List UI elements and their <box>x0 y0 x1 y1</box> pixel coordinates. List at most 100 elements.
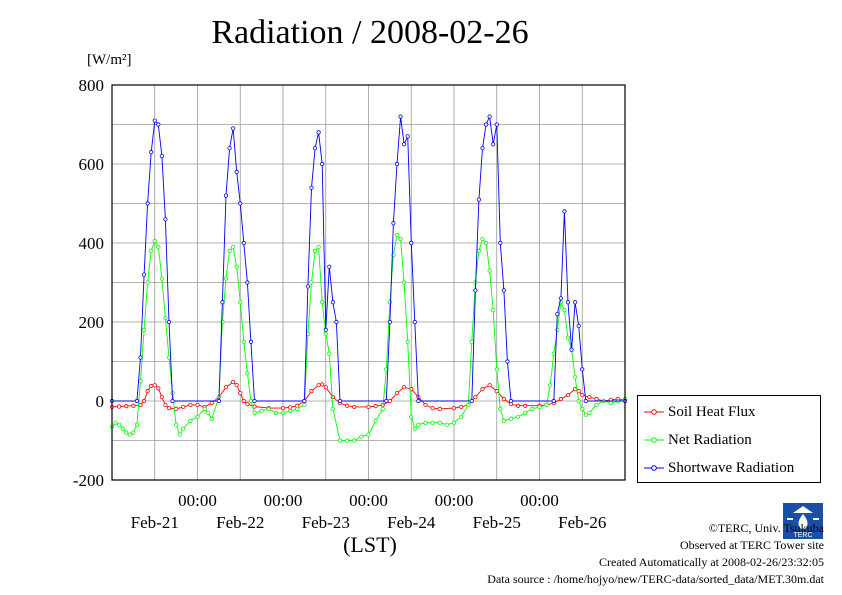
copyright-text: ©TERC, Univ. Tsukuba <box>708 521 824 535</box>
data-point <box>523 403 528 408</box>
data-point <box>181 404 186 410</box>
x-date-label: Feb-26 <box>558 513 606 532</box>
data-point <box>288 405 293 410</box>
data-point <box>394 390 400 396</box>
data-point <box>320 382 325 387</box>
y-tick-label: 0 <box>96 392 105 411</box>
data-point <box>583 398 588 404</box>
data-point <box>159 394 164 400</box>
data-point <box>491 308 496 313</box>
data-point <box>231 379 236 385</box>
data-point <box>202 406 207 411</box>
data-point <box>149 248 154 253</box>
data-point <box>505 359 510 364</box>
data-point <box>451 420 457 425</box>
data-point <box>551 398 556 404</box>
data-point <box>238 390 243 396</box>
legend-swatch-shortwave <box>644 465 664 471</box>
data-point <box>312 146 318 151</box>
x-date-label: Feb-21 <box>131 513 179 532</box>
data-point <box>159 276 164 281</box>
legend-item-soil-heat-flux: Soil Heat Flux <box>638 399 820 425</box>
data-point <box>544 402 549 408</box>
data-point <box>288 408 293 413</box>
data-point <box>473 394 478 400</box>
data-point <box>412 319 417 325</box>
data-point <box>352 404 357 410</box>
legend-label: Shortwave Radiation <box>668 460 795 476</box>
data-point <box>316 383 321 388</box>
data-point <box>149 383 154 389</box>
data-point <box>163 217 168 222</box>
data-point <box>359 434 364 439</box>
data-point <box>127 432 132 437</box>
data-point <box>501 288 506 293</box>
data-point <box>149 150 154 155</box>
data-point <box>530 406 535 411</box>
source-text: Data source : /home/hojyo/new/TERC-data/… <box>487 572 824 586</box>
data-point <box>583 412 588 417</box>
data-point <box>476 197 482 202</box>
y-tick-label: 200 <box>79 313 105 332</box>
chart-title: Radiation / 2008-02-26 <box>211 14 529 51</box>
data-point <box>569 347 574 352</box>
data-point <box>138 379 143 384</box>
data-point <box>209 400 214 406</box>
data-point <box>516 403 521 408</box>
y-tick-label: 800 <box>79 76 105 95</box>
data-point <box>316 244 321 250</box>
data-point <box>266 406 271 411</box>
data-point <box>476 248 482 253</box>
data-point <box>231 244 236 250</box>
data-point <box>405 134 410 139</box>
data-point <box>423 402 428 408</box>
data-point <box>188 402 193 408</box>
x-date-label: Feb-25 <box>473 513 521 532</box>
data-point <box>416 398 421 404</box>
data-point <box>117 404 122 409</box>
data-point <box>227 248 232 253</box>
series-line <box>111 381 626 410</box>
data-point <box>587 394 592 400</box>
legend-label: Soil Heat Flux <box>668 404 756 420</box>
data-point <box>252 410 257 415</box>
data-point <box>252 398 257 404</box>
data-point <box>259 408 264 413</box>
legend: Soil Heat Flux Net Radiation Shortwave R… <box>637 395 821 483</box>
data-point <box>565 335 571 340</box>
data-point <box>498 240 503 246</box>
data-point <box>195 414 200 419</box>
data-point <box>234 264 239 269</box>
data-point <box>163 315 168 321</box>
data-point <box>562 308 567 313</box>
data-point <box>430 406 435 411</box>
data-point <box>141 327 147 332</box>
data-point <box>131 430 136 435</box>
data-point <box>373 404 378 409</box>
data-point <box>280 406 286 411</box>
data-point <box>309 185 314 190</box>
data-point <box>181 426 186 431</box>
data-point <box>398 236 403 242</box>
data-point <box>231 126 236 131</box>
data-point <box>152 383 157 388</box>
data-point <box>565 392 571 398</box>
data-point <box>223 385 229 390</box>
data-point <box>494 389 499 394</box>
data-point <box>227 146 232 151</box>
data-point <box>131 403 136 408</box>
data-point <box>273 410 278 415</box>
data-point <box>580 392 585 398</box>
data-point <box>402 142 407 147</box>
data-point <box>141 398 147 404</box>
x-time-tick-label: 00:00 <box>520 491 559 510</box>
data-point <box>302 398 307 404</box>
data-point <box>238 201 243 206</box>
data-point <box>323 385 328 390</box>
data-point <box>537 404 542 410</box>
data-point <box>145 389 150 394</box>
data-point <box>323 331 328 336</box>
data-point <box>145 280 150 285</box>
data-point <box>220 300 225 305</box>
data-point <box>430 420 435 425</box>
